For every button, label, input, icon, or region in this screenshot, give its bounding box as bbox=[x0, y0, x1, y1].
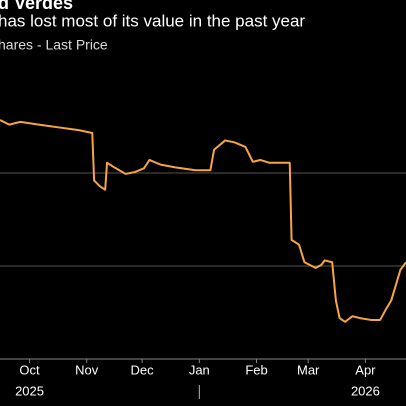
price-line bbox=[0, 119, 406, 323]
year-label: 2025 bbox=[15, 383, 44, 398]
x-tick-label: Feb bbox=[245, 362, 267, 377]
x-tick-label: Mar bbox=[297, 362, 320, 377]
year-label: 2026 bbox=[351, 383, 380, 398]
x-tick-label: Dec bbox=[131, 362, 155, 377]
x-tick-label: Jan bbox=[189, 362, 210, 377]
x-tick-label: Apr bbox=[355, 362, 376, 377]
chart-subtitle: has lost most of its value in the past y… bbox=[0, 11, 305, 30]
series-label: hares - Last Price bbox=[0, 37, 108, 53]
x-tick-label: Nov bbox=[75, 362, 99, 377]
chart-title: d Verdes bbox=[0, 0, 73, 13]
x-tick-label: Oct bbox=[19, 362, 40, 377]
